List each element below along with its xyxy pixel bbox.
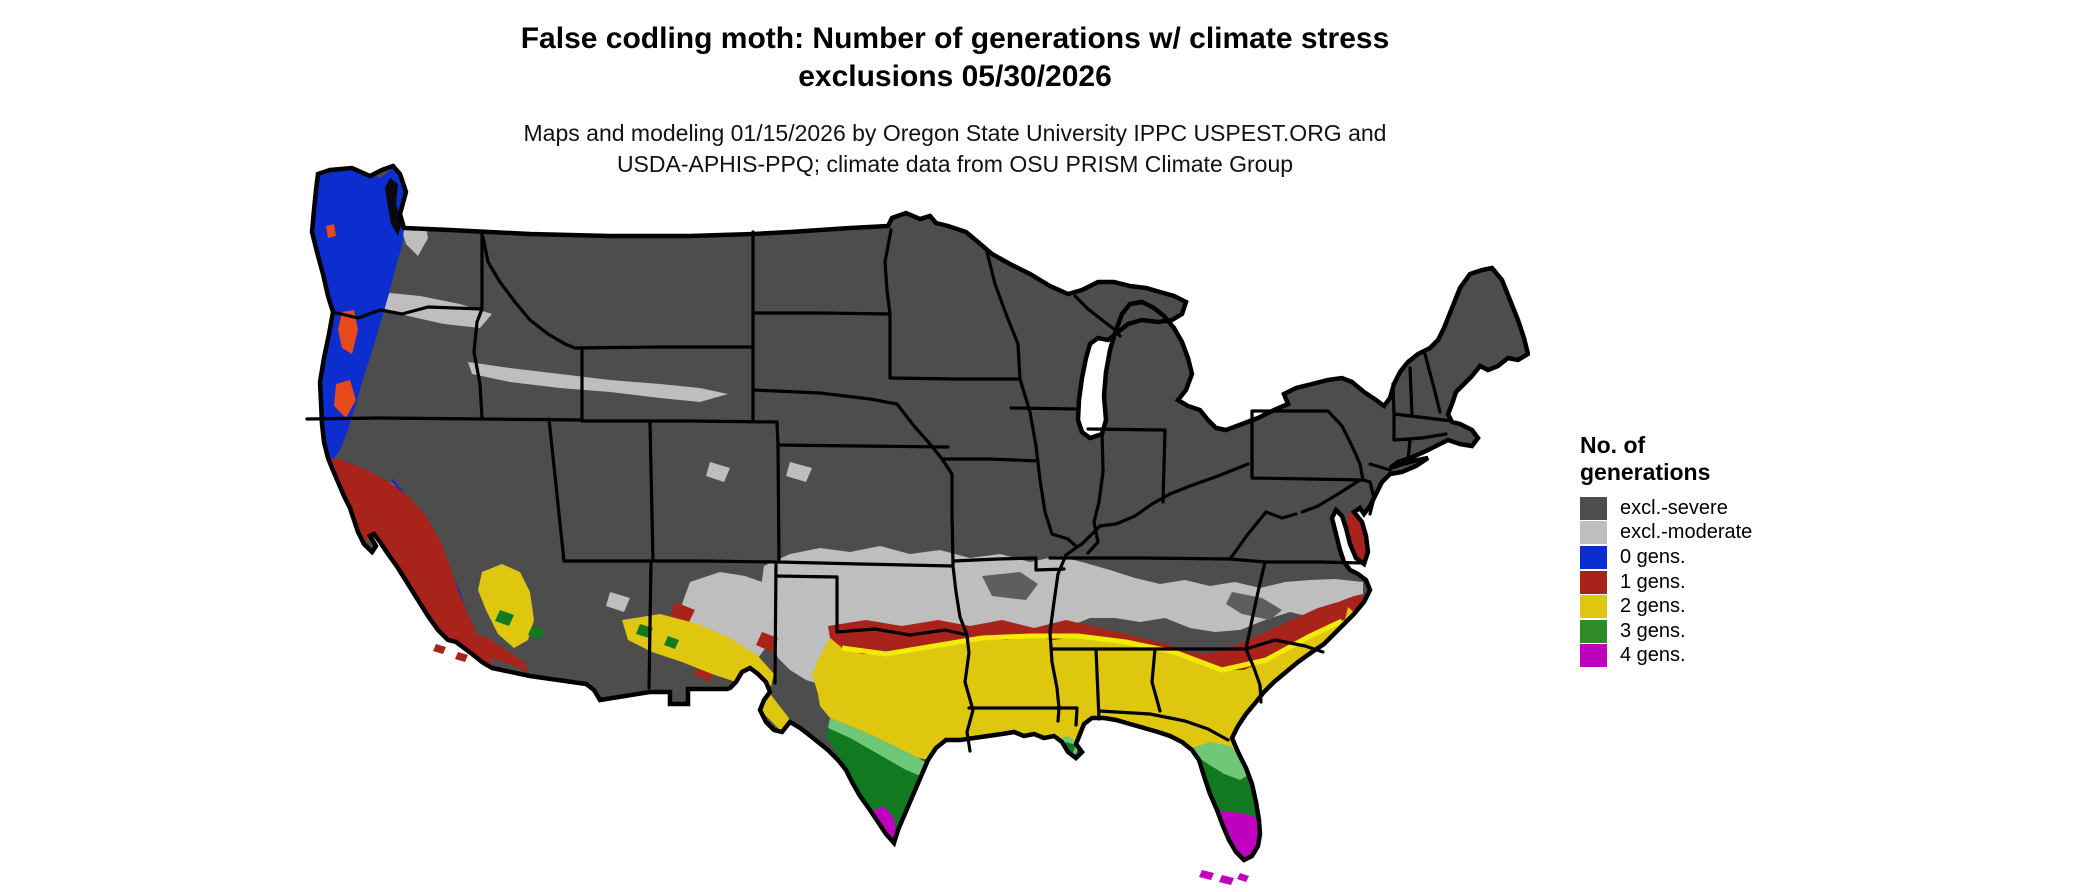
legend-title-line1: No. of	[1580, 432, 1646, 458]
legend-row-excl-moderate: excl.-moderate	[1580, 521, 1820, 546]
region-1-gens-orange-valleys	[326, 224, 402, 514]
legend-row-3-gens: 3 gens.	[1580, 619, 1820, 644]
map-subtitle-line2: USDA-APHIS-PPQ; climate data from OSU PR…	[616, 151, 1294, 177]
us-generations-map	[230, 162, 1530, 887]
legend-swatch-3-gens	[1580, 619, 1607, 643]
legend-swatch-excl-moderate	[1580, 521, 1607, 545]
region-3-gens-green	[495, 610, 1258, 843]
legend-swatch-0-gens	[1580, 545, 1607, 569]
legend-label-0-gens: 0 gens.	[1620, 545, 1686, 568]
legend: No. of generations excl.-severe excl.-mo…	[1580, 432, 1820, 668]
florida-keys	[1199, 870, 1249, 885]
legend-label-1-gens: 1 gens.	[1620, 570, 1686, 593]
legend-row-2-gens: 2 gens.	[1580, 594, 1820, 619]
region-2-gens-bright-fringe	[841, 618, 1344, 673]
legend-label-excl-moderate: excl.-moderate	[1620, 521, 1753, 544]
channel-islands	[433, 644, 468, 662]
legend-title-line2: generations	[1580, 459, 1711, 485]
legend-row-excl-severe: excl.-severe	[1580, 496, 1820, 521]
subtitle-block: Maps and modeling 01/15/2026 by Oregon S…	[0, 118, 1910, 180]
us-map-svg	[305, 162, 1530, 885]
legend-label-4-gens: 4 gens.	[1620, 644, 1686, 667]
map-title-line2: exclusions 05/30/2026	[798, 60, 1112, 93]
legend-row-1-gens: 1 gens.	[1580, 570, 1820, 595]
legend-row-0-gens: 0 gens.	[1580, 545, 1820, 570]
state-borders	[305, 228, 1454, 753]
title-block: False codling moth: Number of generation…	[0, 20, 1910, 96]
region-0-gens-pnw-coast	[312, 168, 406, 462]
legend-swatch-2-gens	[1580, 595, 1607, 619]
legend-label-2-gens: 2 gens.	[1620, 595, 1686, 618]
legend-swatch-4-gens	[1580, 644, 1607, 668]
map-subtitle-line1: Maps and modeling 01/15/2026 by Oregon S…	[523, 120, 1387, 146]
legend-row-4-gens: 4 gens.	[1580, 644, 1820, 669]
legend-label-excl-severe: excl.-severe	[1620, 496, 1728, 519]
legend-swatch-1-gens	[1580, 570, 1607, 594]
legend-label-3-gens: 3 gens.	[1620, 619, 1686, 642]
map-title-line1: False codling moth: Number of generation…	[520, 22, 1390, 55]
region-4-gens-magenta	[870, 806, 1260, 859]
region-excl-moderate-band	[376, 206, 1363, 686]
puget-sound-water	[385, 178, 402, 236]
legend-swatch-excl-severe	[1580, 496, 1607, 520]
legend-rows: excl.-severe excl.-moderate 0 gens. 1 ge…	[1580, 496, 1820, 668]
